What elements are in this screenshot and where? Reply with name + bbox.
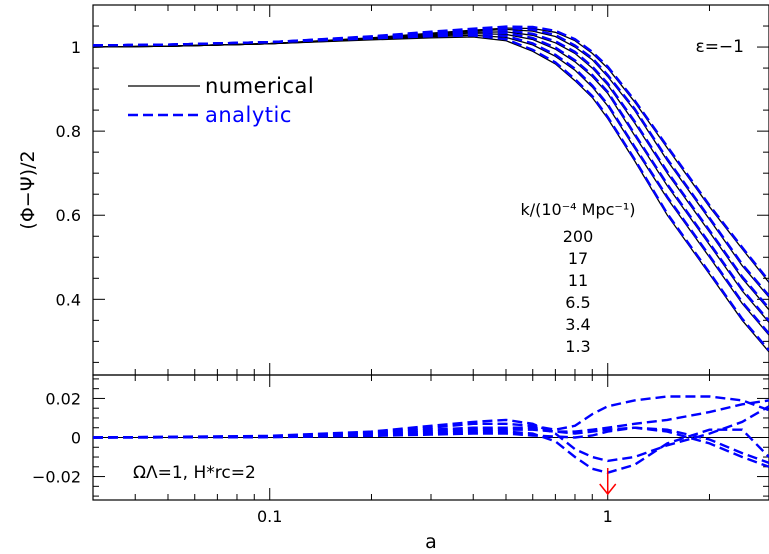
top-x-ticks (92, 5, 769, 375)
analytic-curve (92, 25, 769, 282)
top-y-ticks: 0.4 0.6 0.8 1 (56, 4, 769, 363)
k-value: 6.5 (565, 293, 590, 312)
k-value: 11 (568, 271, 588, 290)
red-arrow-marker (599, 468, 617, 496)
epsilon-annotation: ε=−1 (696, 37, 745, 57)
y-tick-label: 0.02 (45, 389, 81, 408)
y-tick-label: 0.8 (56, 122, 81, 141)
k-value: 3.4 (565, 315, 590, 334)
bottom-curves (92, 395, 769, 474)
top-y-axis-label: (Φ−Ψ)/2 (17, 150, 39, 229)
k-list-title: k/(10⁻⁴ Mpc⁻¹) (520, 200, 635, 219)
residual-curve (92, 426, 769, 468)
x-tick-label: 1 (603, 507, 613, 526)
k-value: 200 (563, 227, 594, 246)
y-tick-label: 0 (71, 429, 81, 448)
top-panel-frame (92, 4, 769, 376)
analytic-curve (92, 29, 769, 310)
model-parameters-annotation: ΩΛ=1, H*rc=2 (133, 463, 256, 483)
k-value: 17 (568, 249, 588, 268)
k-value-list: k/(10⁻⁴ Mpc⁻¹) 200 17 11 6.5 3.4 1.3 (520, 200, 635, 356)
y-tick-label: 0.6 (56, 206, 81, 225)
analytic-curve (92, 32, 769, 335)
x-axis-label: a (425, 531, 437, 553)
residual-curve (92, 405, 769, 463)
bottom-y-ticks: −0.02 0 0.02 (32, 378, 769, 497)
numerical-curve (92, 32, 769, 323)
bottom-x-ticks: 0.1 1 (92, 375, 769, 526)
numerical-curve (92, 27, 769, 283)
top-panel: 0.4 0.6 0.8 1 (Φ−Ψ)/2 ε=−1 numerical analyt… (17, 4, 769, 376)
k-value: 1.3 (565, 337, 590, 356)
y-tick-label: −0.02 (32, 468, 81, 487)
residual-curve (92, 395, 769, 439)
numerical-curve (92, 36, 769, 353)
legend-analytic-label: analytic (205, 103, 292, 127)
arrow-head (599, 483, 617, 496)
analytic-curve (92, 34, 769, 352)
analytic-curve (92, 30, 769, 322)
x-tick-label: 0.1 (257, 507, 282, 526)
residual-curve (92, 426, 769, 465)
legend: numerical analytic (128, 74, 314, 127)
y-tick-label: 0.4 (56, 290, 81, 309)
top-curves (92, 25, 769, 353)
legend-numerical-label: numerical (205, 74, 314, 98)
y-tick-label: 1 (71, 38, 81, 57)
numerical-curve (92, 28, 769, 298)
